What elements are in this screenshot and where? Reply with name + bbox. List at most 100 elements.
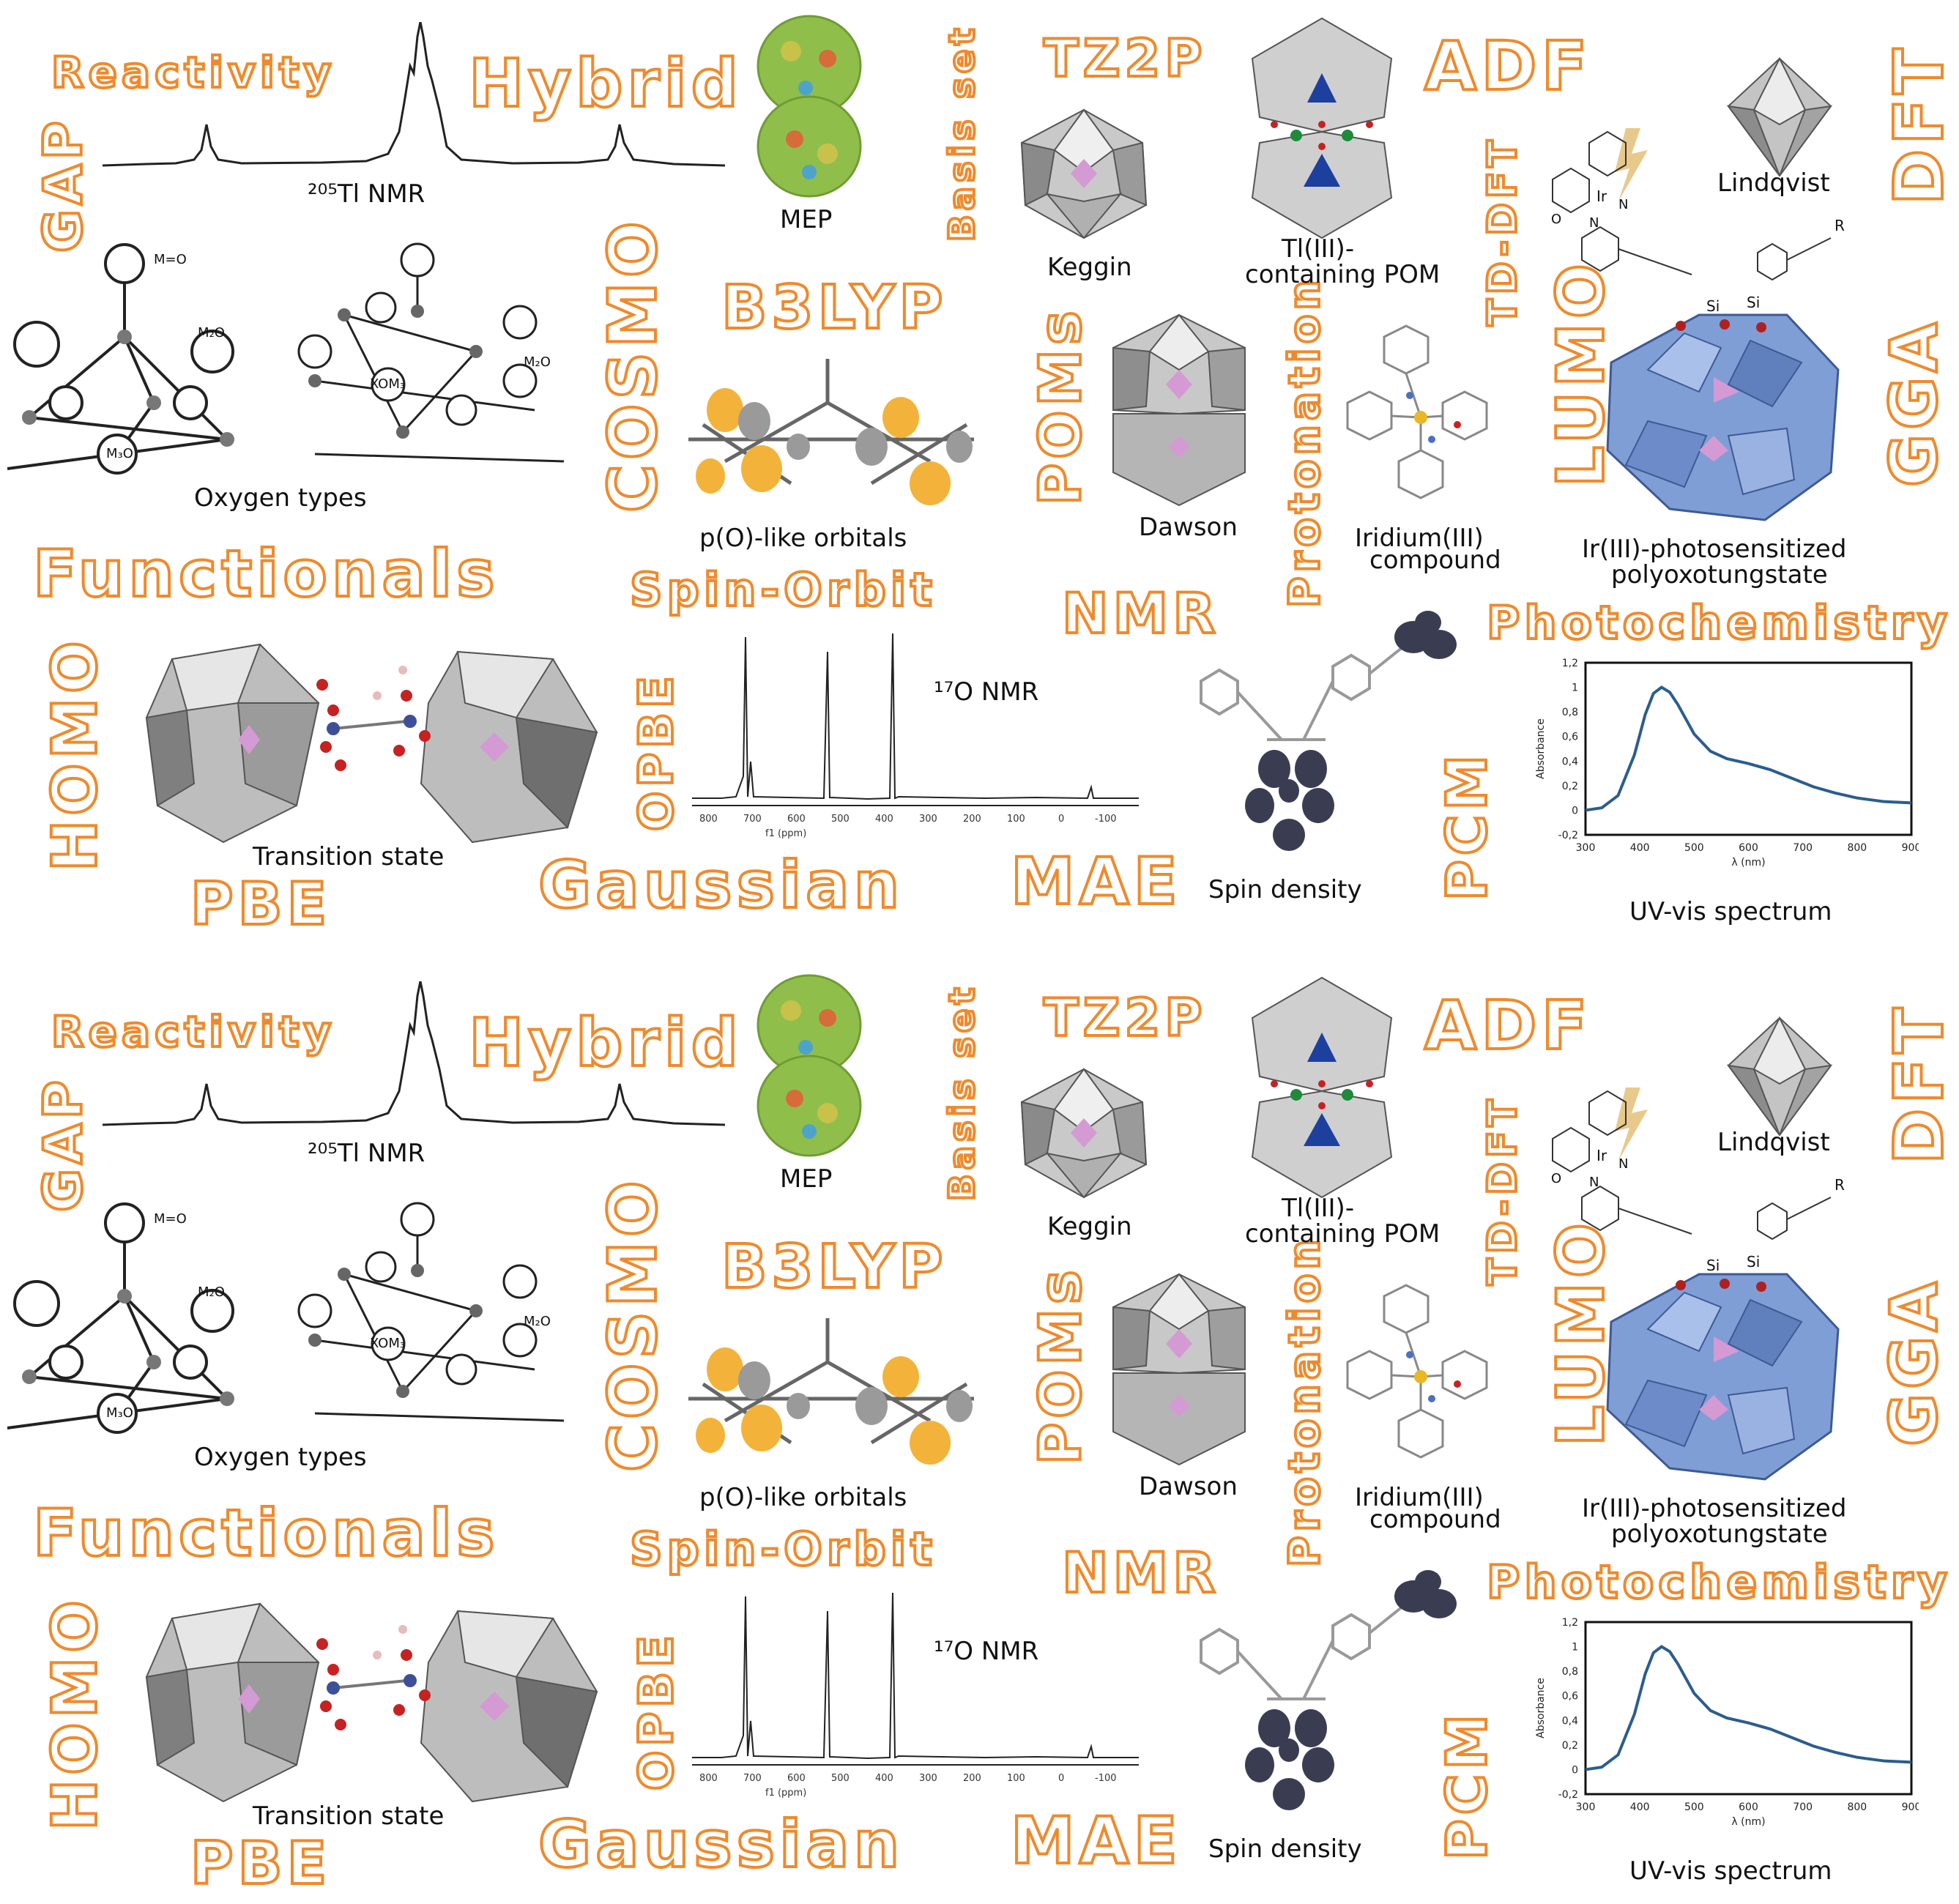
word-functionals: Functionals	[31, 1495, 499, 1571]
word-nmr: NMR	[1060, 581, 1220, 646]
mep-surface	[757, 15, 862, 198]
caption-tl-pom-1: Tl(III)-	[1282, 1194, 1355, 1223]
caption-tl-nmr: ²⁰⁵Tl NMR	[308, 179, 425, 209]
uv-y-axis-label: Absorbance	[1535, 1678, 1547, 1738]
label-si-2: Si	[1747, 1253, 1760, 1271]
label-si-1: Si	[1706, 297, 1720, 315]
o-nmr-trace	[692, 633, 1139, 800]
caption-p-orbitals: p(O)-like orbitals	[699, 524, 907, 553]
word-tz2p: TZ2P	[1042, 29, 1207, 89]
word-b3lyp: B3LYP	[720, 1232, 948, 1302]
caption-tl-nmr: ²⁰⁵Tl NMR	[308, 1139, 425, 1168]
word-pbe: PBE	[189, 1829, 332, 1897]
word-mae: MAE	[1009, 844, 1182, 919]
uv-y-tick-label: 0,6	[1562, 732, 1578, 743]
uv-x-axis-label: λ (nm)	[1731, 1816, 1765, 1827]
caption-p-orbitals: p(O)-like orbitals	[699, 1483, 907, 1512]
uv-y-tick-label: 0,4	[1562, 756, 1578, 767]
word-opbe: OPBE	[628, 670, 685, 833]
uv-absorbance-series	[1585, 1645, 1912, 1771]
label-xom3: XOM₃	[370, 376, 405, 392]
uv-x-tick-label: 400	[1630, 1801, 1650, 1813]
uv-y-tick-label: 1	[1572, 1642, 1578, 1654]
word-b3lyp: B3LYP	[720, 273, 948, 343]
word-opbe: OPBE	[628, 1629, 685, 1792]
lindqvist-structure	[1726, 56, 1833, 177]
word-gga: GGA	[1875, 316, 1953, 488]
svg-text:100: 100	[1007, 1773, 1025, 1784]
svg-text:400: 400	[875, 814, 893, 825]
uv-y-tick-label: 0,8	[1562, 1666, 1578, 1678]
word-poms: POMs	[1027, 305, 1096, 507]
svg-text:500: 500	[831, 1773, 850, 1784]
keggin-structure	[1020, 1068, 1148, 1199]
svg-text:0: 0	[1058, 1773, 1064, 1784]
word-nmr: NMR	[1060, 1540, 1220, 1605]
word-functionals: Functionals	[31, 536, 499, 611]
o-nmr-ticks: 800 700 600 500 400 300 200 100 0 -100 f…	[699, 1773, 1117, 1799]
label-si-2: Si	[1747, 294, 1760, 311]
word-spin-orbit: Spin-Orbit	[628, 563, 937, 617]
label-m2o-a: M₂O	[198, 1284, 225, 1300]
uv-x-tick-label: 400	[1630, 842, 1650, 854]
p-orbitals-figure	[688, 359, 974, 505]
svg-text:700: 700	[743, 814, 762, 825]
label-ir: Ir	[1596, 1147, 1607, 1164]
p-orbitals-figure	[688, 1318, 974, 1465]
label-o: O	[1551, 1171, 1561, 1186]
word-basis-set: Basis set	[940, 23, 984, 243]
uv-y-tick-label: 0,6	[1562, 1691, 1578, 1703]
svg-text:f1 (ppm): f1 (ppm)	[765, 1788, 806, 1799]
svg-text:800: 800	[699, 814, 718, 825]
caption-ir-pom-1: Ir(III)-photosensitized	[1582, 535, 1847, 564]
caption-uv-vis: UV-vis spectrum	[1629, 897, 1832, 926]
label-n1: N	[1618, 1156, 1628, 1172]
svg-text:100: 100	[1007, 814, 1025, 825]
svg-text:200: 200	[963, 1773, 981, 1784]
word-gga: GGA	[1875, 1276, 1953, 1448]
tl-pom-structure	[1251, 17, 1393, 239]
uv-x-tick-label: 900	[1902, 1801, 1919, 1813]
caption-ir-pom-1: Ir(III)-photosensitized	[1582, 1494, 1847, 1523]
word-hybrid: Hybrid	[467, 45, 743, 122]
uv-y-tick-label: 1,2	[1562, 658, 1578, 669]
word-photochemistry: Photochemistry	[1485, 1555, 1952, 1609]
svg-text:-100: -100	[1095, 814, 1117, 825]
svg-text:f1 (ppm): f1 (ppm)	[765, 828, 806, 839]
caption-keggin: Keggin	[1047, 253, 1132, 282]
word-protonation: Protonation	[1278, 274, 1331, 609]
uv-x-tick-label: 600	[1739, 842, 1758, 854]
uv-x-tick-label: 500	[1684, 842, 1704, 854]
caption-dawson: Dawson	[1139, 1472, 1238, 1501]
word-gaussian: Gaussian	[537, 1807, 904, 1882]
label-m2o-b: M₂O	[524, 354, 551, 370]
uv-x-tick-label: 700	[1793, 1801, 1813, 1813]
uv-x-tick-label: 700	[1793, 842, 1813, 854]
svg-text:700: 700	[743, 1773, 762, 1784]
word-td-dft: TD-DFT	[1478, 1093, 1527, 1287]
uv-x-tick-label: 800	[1847, 1801, 1867, 1813]
caption-ir-pom-2: polyoxotungstate	[1611, 1520, 1828, 1549]
uv-x-axis-label: λ (nm)	[1731, 857, 1765, 868]
word-reactivity: Reactivity	[50, 48, 336, 97]
word-adf: ADF	[1423, 986, 1592, 1065]
svg-text:800: 800	[699, 1773, 718, 1784]
caption-ir-pom-2: polyoxotungstate	[1611, 560, 1828, 590]
uv-y-tick-label: 0,2	[1562, 781, 1578, 792]
uv-y-tick-label: 0,8	[1562, 707, 1578, 718]
caption-tl-pom-1: Tl(III)-	[1282, 234, 1355, 264]
svg-text:600: 600	[787, 814, 806, 825]
caption-mep: MEP	[780, 205, 833, 234]
panel-bottom: Reactivity Hybrid Basis set TZ2P ADF DFT…	[0, 959, 1959, 1894]
label-n2: N	[1589, 215, 1599, 231]
label-n1: N	[1618, 197, 1628, 212]
word-spin-orbit: Spin-Orbit	[628, 1522, 937, 1576]
uv-plot-frame	[1584, 661, 1913, 836]
label-m3o: M₃O	[106, 446, 133, 461]
caption-iridium-1: Iridium(III)	[1355, 524, 1484, 553]
caption-tl-pom-2: containing POM	[1245, 1219, 1441, 1249]
word-dft: DFT	[1878, 1002, 1959, 1166]
label-m-o: M=O	[154, 252, 187, 267]
tl-nmr-trace	[103, 981, 725, 1126]
uv-x-tick-label: 300	[1576, 842, 1596, 854]
